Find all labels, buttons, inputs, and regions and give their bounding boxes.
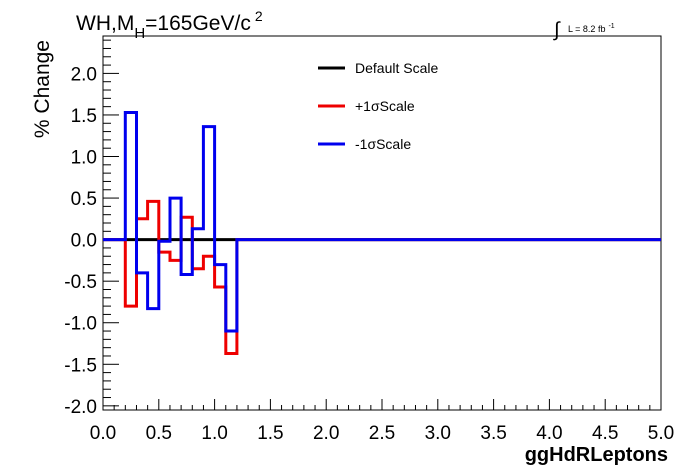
legend-label: Default Scale	[355, 60, 438, 76]
y-tick-label: 0.5	[71, 189, 97, 210]
lumi-sup: -1	[608, 23, 614, 30]
axis-ticks	[102, 39, 662, 410]
x-tick-label: 1.5	[257, 423, 283, 444]
x-tick-label: 0.0	[90, 423, 116, 444]
plot-frame	[102, 35, 662, 411]
x-tick-label: 1.0	[201, 423, 227, 444]
x-tick-label: 5.0	[648, 423, 674, 444]
series-line-1	[103, 199, 661, 355]
lumi-text: L = 8.2 fb	[568, 24, 605, 34]
y-tick-label: 0.0	[71, 231, 97, 252]
title-sub: H	[134, 25, 145, 42]
x-tick-label: 4.0	[536, 423, 562, 444]
lumi-integral: ∫	[553, 19, 561, 41]
y-tick-label: 1.0	[71, 148, 97, 169]
x-tick-label: 3.5	[480, 423, 506, 444]
x-tick-label: 2.0	[313, 423, 339, 444]
y-tick-label: 2.0	[71, 64, 97, 85]
title-base: WH,M	[76, 12, 134, 35]
axis-tick-labels: 0.0 0.5 1.0 1.5 2.0 2.5 3.0 3.5 4.0 4.5 5.0 -2.0 -1.…	[64, 64, 674, 444]
series-line-2	[103, 111, 661, 333]
y-tick-label: 1.5	[71, 106, 97, 127]
legend-label: +1σScale	[355, 98, 415, 114]
y-axis-title: % Change	[31, 40, 54, 138]
chart-title: WH,MH=165GeV/c 2	[76, 8, 263, 42]
x-axis-title: ggHdRLeptons	[525, 444, 668, 466]
title-sup: 2	[255, 8, 263, 24]
y-tick-label: -2.0	[64, 397, 97, 418]
series-lines	[103, 111, 661, 355]
lumi-label: L = 8.2 fb -1	[568, 23, 615, 34]
x-tick-label: 0.5	[146, 423, 172, 444]
x-tick-label: 3.0	[425, 423, 451, 444]
y-tick-label: -0.5	[64, 272, 97, 293]
legend: Default Scale +1σScale -1σScale	[318, 60, 438, 152]
y-tick-label: -1.0	[64, 314, 97, 335]
title-mid: =165GeV/c	[145, 12, 251, 35]
y-tick-label: -1.5	[64, 355, 97, 376]
x-tick-label: 4.5	[592, 423, 618, 444]
x-tick-label: 2.5	[369, 423, 395, 444]
legend-label: -1σScale	[355, 136, 411, 152]
